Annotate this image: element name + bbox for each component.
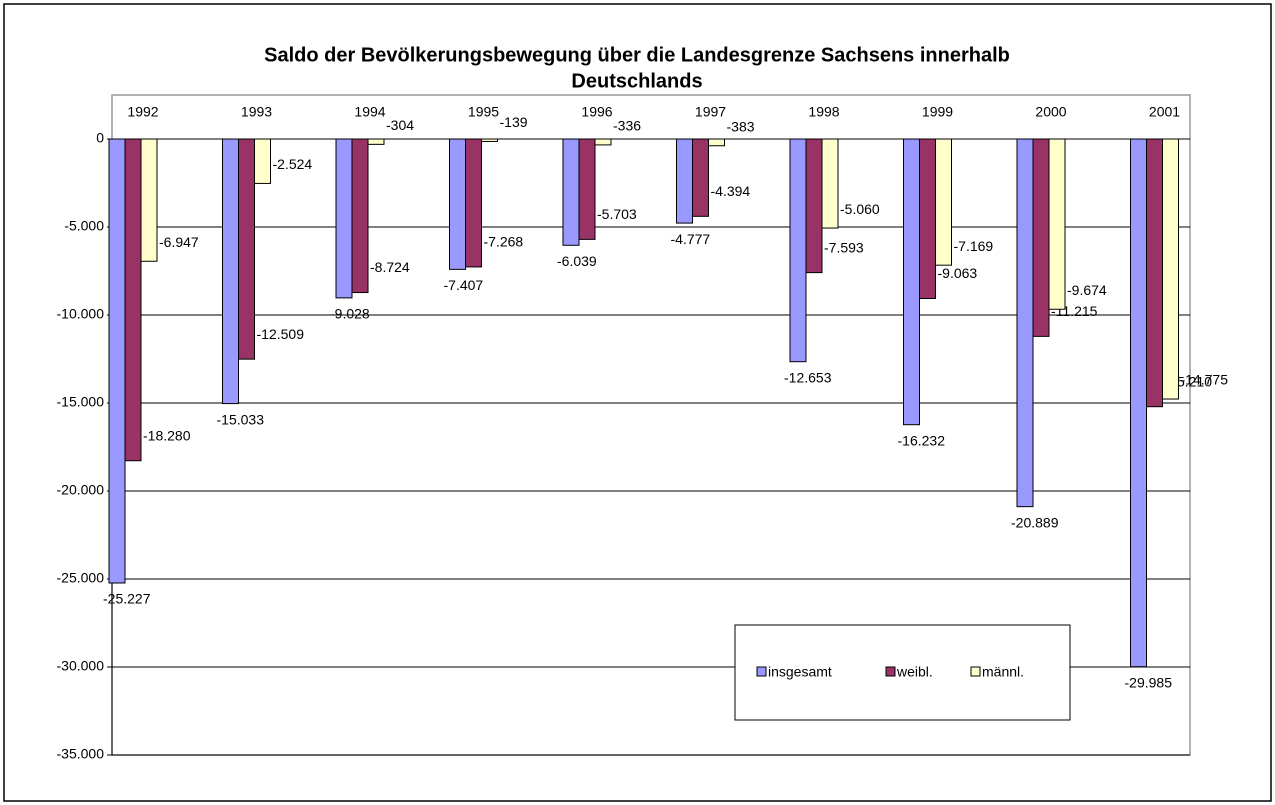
data-label: -14.775 bbox=[1181, 372, 1229, 388]
y-tick-label: -15.000 bbox=[57, 394, 105, 410]
bar bbox=[1032, 138, 1050, 337]
data-label: -5.060 bbox=[840, 201, 880, 217]
data-label: -139 bbox=[500, 114, 528, 130]
legend-swatch bbox=[756, 666, 767, 677]
x-tick-label: 1995 bbox=[468, 104, 499, 120]
data-label: -7.593 bbox=[824, 239, 864, 255]
bar bbox=[578, 138, 596, 240]
bar bbox=[449, 138, 466, 270]
x-tick-label: 1994 bbox=[354, 104, 385, 120]
y-tick-label: -35.000 bbox=[57, 746, 105, 762]
bar bbox=[919, 138, 936, 300]
bar bbox=[254, 138, 271, 184]
bar bbox=[465, 138, 482, 268]
y-tick-label: -20.000 bbox=[57, 482, 105, 498]
bar bbox=[562, 138, 580, 246]
data-label: -7.268 bbox=[484, 234, 524, 250]
data-label: -6.947 bbox=[159, 234, 199, 250]
legend-label: insgesamt bbox=[768, 664, 832, 680]
data-label: -6.039 bbox=[557, 253, 597, 269]
bar bbox=[821, 138, 839, 229]
data-label: -20.889 bbox=[1011, 514, 1059, 530]
data-label: -4.777 bbox=[671, 231, 711, 247]
x-tick-label: 1999 bbox=[922, 104, 953, 120]
legend-label: weibl. bbox=[896, 664, 933, 680]
y-tick-label: -30.000 bbox=[57, 658, 105, 674]
data-label: -304 bbox=[386, 117, 414, 133]
bar bbox=[1162, 138, 1179, 400]
data-label: -25.227 bbox=[103, 591, 151, 607]
x-tick-label: 1992 bbox=[127, 104, 158, 120]
x-tick-label: 2000 bbox=[1035, 104, 1066, 120]
bar bbox=[935, 138, 952, 266]
chart-title: Deutschlands bbox=[571, 70, 702, 92]
data-label: -12.653 bbox=[784, 369, 832, 385]
data-label: -9.063 bbox=[938, 265, 978, 281]
bar bbox=[108, 138, 126, 584]
bar bbox=[140, 138, 158, 262]
data-label: -4.394 bbox=[711, 183, 751, 199]
data-label: -9.028 bbox=[330, 306, 370, 322]
data-label: -7.407 bbox=[444, 277, 484, 293]
legend-swatch bbox=[970, 666, 981, 677]
data-label: -2.524 bbox=[273, 156, 313, 172]
bar bbox=[708, 138, 725, 147]
data-label: -12.509 bbox=[257, 326, 305, 342]
bar bbox=[903, 138, 920, 426]
bar bbox=[367, 138, 385, 145]
data-label: -7.169 bbox=[954, 238, 994, 254]
data-label: -29.985 bbox=[1125, 674, 1173, 690]
bar bbox=[481, 138, 498, 142]
bar bbox=[692, 138, 709, 217]
bar bbox=[222, 138, 239, 405]
x-tick-label: 1996 bbox=[581, 104, 612, 120]
bar bbox=[1048, 138, 1066, 310]
x-tick-label: 1993 bbox=[241, 104, 272, 120]
data-label: -9.674 bbox=[1067, 282, 1107, 298]
bar bbox=[805, 138, 823, 274]
bar bbox=[1016, 138, 1034, 508]
data-label: -5.703 bbox=[597, 206, 637, 222]
bar bbox=[124, 138, 142, 462]
data-label: -8.724 bbox=[370, 259, 410, 275]
bar bbox=[789, 138, 807, 363]
bar bbox=[1146, 138, 1163, 408]
bar bbox=[676, 138, 693, 224]
bar bbox=[335, 138, 353, 299]
y-tick-label: -25.000 bbox=[57, 570, 105, 586]
legend-swatch bbox=[885, 666, 896, 677]
chart-title: Saldo der Bevölkerungsbewegung über die … bbox=[264, 44, 1010, 66]
bar bbox=[594, 138, 612, 146]
bar bbox=[238, 138, 255, 360]
y-tick-label: -10.000 bbox=[57, 306, 105, 322]
bar bbox=[1130, 138, 1147, 668]
legend-label: männl. bbox=[982, 664, 1024, 680]
data-label: -336 bbox=[613, 118, 641, 134]
x-tick-label: 2001 bbox=[1149, 104, 1180, 120]
x-tick-label: 1998 bbox=[808, 104, 839, 120]
x-tick-label: 1997 bbox=[695, 104, 726, 120]
legend-box bbox=[734, 624, 1071, 721]
data-label: -18.280 bbox=[143, 427, 191, 443]
y-tick-label: -5.000 bbox=[64, 218, 104, 234]
data-label: -15.033 bbox=[217, 411, 265, 427]
data-label: -383 bbox=[727, 118, 755, 134]
data-label: -16.232 bbox=[898, 432, 946, 448]
y-tick-label: 0 bbox=[96, 130, 104, 146]
bar bbox=[351, 138, 369, 294]
